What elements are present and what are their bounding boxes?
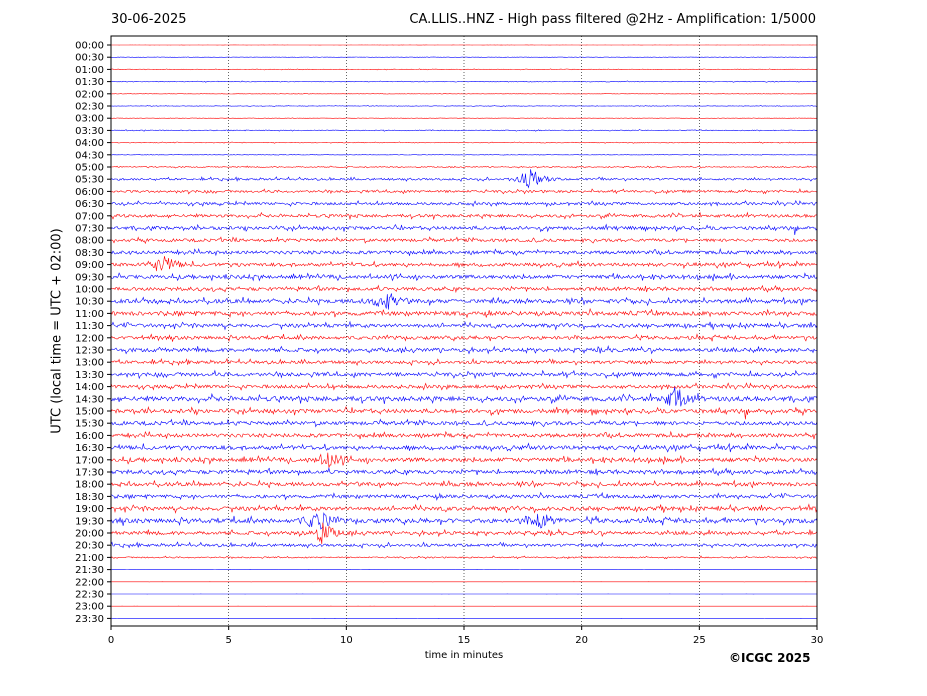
y-tick-label: 16:30 [75, 443, 104, 454]
copyright-label: ©ICGC 2025 [729, 651, 811, 665]
y-tick-label: 05:00 [75, 163, 104, 174]
trace-0600 [110, 188, 818, 195]
trace-0400 [110, 141, 818, 144]
trace-1900 [110, 503, 818, 514]
y-tick-label: 01:00 [75, 65, 104, 76]
y-tick-label: 20:00 [75, 529, 104, 540]
y-tick-label: 21:00 [75, 553, 104, 564]
trace-0430 [111, 154, 818, 156]
trace-0330 [110, 129, 818, 132]
x-tick-label: 25 [693, 635, 706, 646]
trace-1300 [110, 357, 818, 367]
y-tick-label: 11:00 [75, 309, 104, 320]
y-tick-label: 16:00 [75, 431, 104, 442]
y-tick-label: 00:30 [75, 53, 104, 64]
chart-title: CA.LLIS..HNZ - High pass filtered @2Hz -… [409, 12, 816, 27]
trace-0930 [110, 272, 818, 282]
y-tick-label: 23:00 [75, 602, 104, 613]
y-tick-label: 15:30 [75, 419, 104, 430]
trace-1230 [110, 345, 818, 355]
y-tick-label: 14:00 [75, 382, 104, 393]
y-tick-label: 22:30 [75, 590, 104, 601]
y-tick-label: 12:00 [75, 333, 104, 344]
y-tick-label: 02:00 [75, 89, 104, 100]
y-tick-label: 06:00 [75, 187, 104, 198]
x-tick-label: 20 [575, 635, 588, 646]
y-tick-label: 13:00 [75, 358, 104, 369]
grid-layer [228, 36, 700, 626]
y-tick-label: 23:30 [75, 614, 104, 625]
y-tick-label: 09:00 [75, 260, 104, 271]
y-tick-label: 10:00 [75, 285, 104, 296]
trace-1530 [110, 418, 818, 428]
trace-0300 [110, 117, 818, 119]
trace-1200 [110, 333, 818, 342]
y-tick-label: 20:30 [75, 541, 104, 552]
y-tick-label: 11:30 [75, 321, 104, 332]
y-tick-label: 04:00 [75, 138, 104, 149]
trace-1630 [110, 442, 818, 453]
y-tick-label: 08:00 [75, 236, 104, 247]
y-tick-label: 09:30 [75, 272, 104, 283]
x-tick-label: 30 [811, 635, 824, 646]
y-tick-label: 08:30 [75, 248, 104, 259]
trace-0900 [110, 256, 818, 272]
y-tick-label: 21:30 [75, 565, 104, 576]
x-tick-label: 15 [458, 635, 471, 646]
y-tick-label: 05:30 [75, 175, 104, 186]
y-tick-label: 07:00 [75, 211, 104, 222]
y-tick-label: 12:30 [75, 346, 104, 357]
trace-0500 [111, 165, 818, 169]
y-tick-label: 17:30 [75, 468, 104, 479]
trace-1330 [110, 369, 818, 380]
y-tick-label: 19:30 [75, 516, 104, 527]
y-tick-label: 18:00 [75, 480, 104, 491]
date-label: 30-06-2025 [111, 12, 187, 27]
y-tick-label: 06:30 [75, 199, 104, 210]
y-axis-label: UTC (local time = UTC + 02:00) [49, 228, 65, 434]
x-axis: 0 5 10 15 20 25 30 [108, 626, 824, 646]
trace-1930 [110, 512, 818, 530]
y-tick-label: 13:30 [75, 370, 104, 381]
y-tick-label: 18:30 [75, 492, 104, 503]
trace-1100 [110, 307, 818, 319]
y-tick-label: 14:30 [75, 394, 104, 405]
x-axis-label: time in minutes [424, 650, 504, 661]
y-tick-label: 02:30 [75, 102, 104, 113]
x-tick-label: 0 [108, 635, 114, 646]
y-tick-label: 17:00 [75, 455, 104, 466]
y-tick-label: 22:00 [75, 577, 104, 588]
y-tick-label: 07:30 [75, 224, 104, 235]
y-tick-label: 04:30 [75, 150, 104, 161]
y-tick-label: 03:00 [75, 114, 104, 125]
y-tick-label: 10:30 [75, 297, 104, 308]
trace-layer [110, 44, 818, 619]
y-tick-label: 03:30 [75, 126, 104, 137]
trace-2000 [110, 522, 818, 545]
trace-2030 [110, 541, 818, 549]
x-tick-label: 10 [340, 635, 353, 646]
y-tick-label: 00:00 [75, 41, 104, 52]
x-tick-label: 5 [225, 635, 231, 646]
y-tick-label: 01:30 [75, 77, 104, 88]
trace-0730 [110, 223, 818, 235]
y-tick-label: 15:00 [75, 407, 104, 418]
trace-1130 [110, 320, 818, 331]
y-tick-label: 19:00 [75, 504, 104, 515]
trace-0530 [110, 169, 817, 189]
trace-1030 [110, 293, 818, 310]
